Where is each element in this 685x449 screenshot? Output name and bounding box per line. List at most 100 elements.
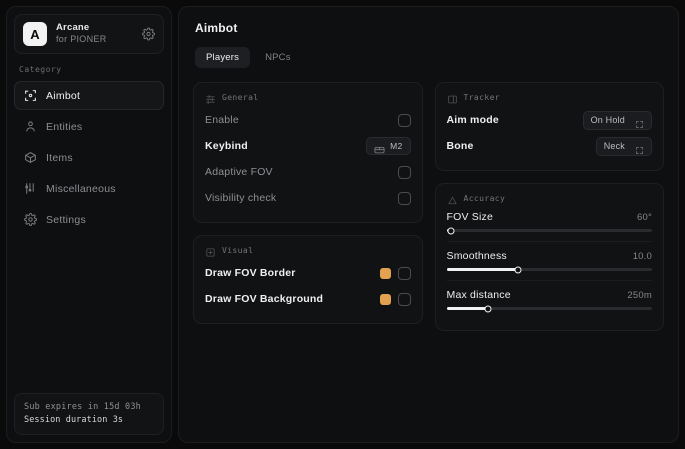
slider-fill [446,268,519,271]
slider-thumb[interactable] [447,227,455,234]
row-label: Bone [446,140,474,152]
sidebar-nav: Aimbot Entities Items [14,81,164,234]
panel-general: General Enable Keybind [193,82,423,223]
sidebar-item-entities[interactable]: Entities [14,112,164,141]
panel-icon [447,92,458,104]
panel-header-label: Accuracy [463,194,506,203]
tab-bar: Players NPCs [193,47,664,68]
slider-fill [446,307,488,310]
panel-header-label: Tracker [463,93,501,102]
sidebar-item-miscellaneous[interactable]: Miscellaneous [14,174,164,203]
aim-mode-value: On Hold [590,115,625,125]
page-title: Aimbot [195,21,238,35]
panel-header: Tracker [447,92,653,107]
brand-subtitle: for PIONER [56,33,107,44]
row-keybind: Keybind M2 [205,133,411,159]
subscription-status: Sub expires in 15d 03h Session duration … [14,393,164,435]
fov-size-slider-track[interactable] [446,227,652,234]
slider-value: 60° [637,212,652,223]
brand-text: Arcane for PIONER [56,22,107,44]
row-label: Adaptive FOV [205,166,273,178]
row-draw-fov-border: Draw FOV Border [205,260,411,286]
panel-header: Visual [205,245,411,260]
slider-header: Max distance 250m [447,289,653,307]
row-draw-fov-background: Draw FOV Background [205,286,411,312]
row-label: Aim mode [446,114,499,126]
expand-icon [635,142,644,154]
slider-thumb[interactable] [514,266,522,273]
slider-smoothness: Smoothness 10.0 [446,247,653,273]
tab-npcs[interactable]: NPCs [265,52,291,63]
sidebar-item-label: Aimbot [46,89,81,102]
left-column: General Enable Keybind [193,82,423,430]
session-duration: Session duration 3s [24,415,124,425]
slider-header: Smoothness 10.0 [447,250,653,268]
frame-icon [205,245,216,257]
slider-header: FOV Size 60° [447,211,653,229]
row-enable: Enable [205,107,411,133]
slider-fov-size: FOV Size 60° [446,208,653,234]
panel-header: General [205,92,411,107]
divider [446,241,652,242]
sidebar-item-settings[interactable]: Settings [14,205,164,234]
brand-title: Arcane [56,22,90,34]
sidebar: A Arcane for PIONER Category [6,6,172,443]
keybind-button[interactable]: M2 [366,137,411,155]
slider-max-distance: Max distance 250m [446,286,653,312]
fov-border-color-swatch[interactable] [379,267,391,279]
row-adaptive-fov: Adaptive FOV [205,159,411,185]
sidebar-item-label: Entities [46,120,83,133]
row-bone: Bone Neck [446,133,652,159]
target-icon [447,193,458,205]
grid-icon [24,182,37,195]
subscription-expiry: Sub expires in 15d 03h [24,402,141,412]
panel-header: Accuracy [447,193,653,208]
slider-value: 250m [627,290,652,301]
slider-label: Smoothness [446,250,507,262]
row-aim-mode: Aim mode On Hold [446,107,652,133]
control-group [379,266,411,280]
sidebar-item-items[interactable]: Items [14,143,164,172]
brand-header[interactable]: A Arcane for PIONER [14,14,164,54]
sidebar-item-aimbot[interactable]: Aimbot [14,81,164,110]
box-icon [24,151,37,164]
sidebar-item-label: Items [46,151,73,164]
bone-select[interactable]: Neck [595,136,652,156]
panel-visual: Visual Draw FOV Border Draw FOV Backgrou… [193,235,423,324]
panel-accuracy: Accuracy FOV Size 60° [434,183,664,331]
slider-label: Max distance [446,289,511,301]
sidebar-item-label: Settings [46,213,86,226]
draw-fov-background-checkbox[interactable] [397,292,411,306]
visibility-check-checkbox[interactable] [397,191,411,205]
main-content: Aimbot Players NPCs General [178,6,679,443]
gear-icon [24,213,37,226]
fov-background-color-swatch[interactable] [379,293,391,305]
right-column: Tracker Aim mode On Hold [434,82,664,430]
slider-thumb[interactable] [484,305,492,312]
row-label: Visibility check [205,192,277,204]
settings-columns: General Enable Keybind [193,82,664,430]
person-icon [24,120,37,133]
row-visibility-check: Visibility check [205,185,411,211]
gear-icon[interactable] [142,27,155,41]
expand-icon [635,116,644,128]
row-label: Enable [205,114,239,126]
aim-mode-select[interactable]: On Hold [582,110,652,130]
enable-checkbox[interactable] [397,113,411,127]
tab-players[interactable]: Players [195,47,251,68]
smoothness-slider-track[interactable] [446,266,652,273]
category-label: Category [19,65,62,74]
crosshair-icon [24,89,37,102]
panel-header-label: Visual [222,246,254,255]
row-label: Draw FOV Background [205,293,324,305]
row-label: Draw FOV Border [205,267,296,279]
slider-label: FOV Size [446,211,494,223]
bone-value: Neck [603,141,625,151]
divider [446,280,652,281]
keybind-value: M2 [390,141,403,151]
draw-fov-border-checkbox[interactable] [397,266,411,280]
slider-value: 10.0 [632,251,652,262]
adaptive-fov-checkbox[interactable] [397,165,411,179]
max-distance-slider-track[interactable] [446,305,652,312]
